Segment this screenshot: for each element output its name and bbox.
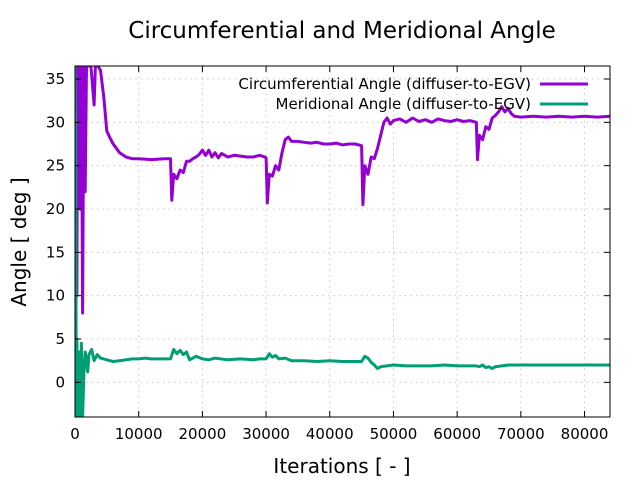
x-tick-label: 50000: [370, 425, 418, 443]
y-tick-label: 15: [46, 243, 65, 261]
x-tick-label: 60000: [433, 425, 481, 443]
chart-title: Circumferential and Meridional Angle: [128, 18, 555, 44]
x-axis-label: Iterations [ - ]: [273, 454, 410, 478]
y-tick-label: 10: [46, 287, 65, 305]
legend-label-2: Meridional Angle (diffuser-to-EGV): [276, 95, 531, 113]
x-tick-label: 10000: [115, 425, 163, 443]
y-tick-label: 5: [55, 330, 65, 348]
y-tick-label: 20: [46, 200, 65, 218]
series-layer: [75, 66, 610, 417]
legend: Circumferential Angle (diffuser-to-EGV) M…: [238, 75, 588, 113]
series-line-1: [75, 66, 610, 417]
x-tick-label: 20000: [179, 425, 227, 443]
y-tick-label: 0: [55, 373, 65, 391]
x-tick-label: 0: [70, 425, 80, 443]
legend-label-1: Circumferential Angle (diffuser-to-EGV): [238, 75, 531, 93]
y-tick-label: 25: [46, 157, 65, 175]
series-line-2: [75, 66, 610, 417]
y-tick-label: 35: [46, 70, 65, 88]
x-tick-label: 30000: [242, 425, 290, 443]
ticks: 0 10000 20000 30000 40000 50000 60000 70000 8000…: [46, 66, 610, 443]
x-tick-label: 40000: [306, 425, 354, 443]
x-tick-label: 80000: [561, 425, 609, 443]
x-tick-label: 70000: [497, 425, 545, 443]
y-tick-label: 30: [46, 113, 65, 131]
y-axis-label: Angle [ deg ]: [7, 177, 31, 306]
plot-frame: [74, 65, 611, 418]
